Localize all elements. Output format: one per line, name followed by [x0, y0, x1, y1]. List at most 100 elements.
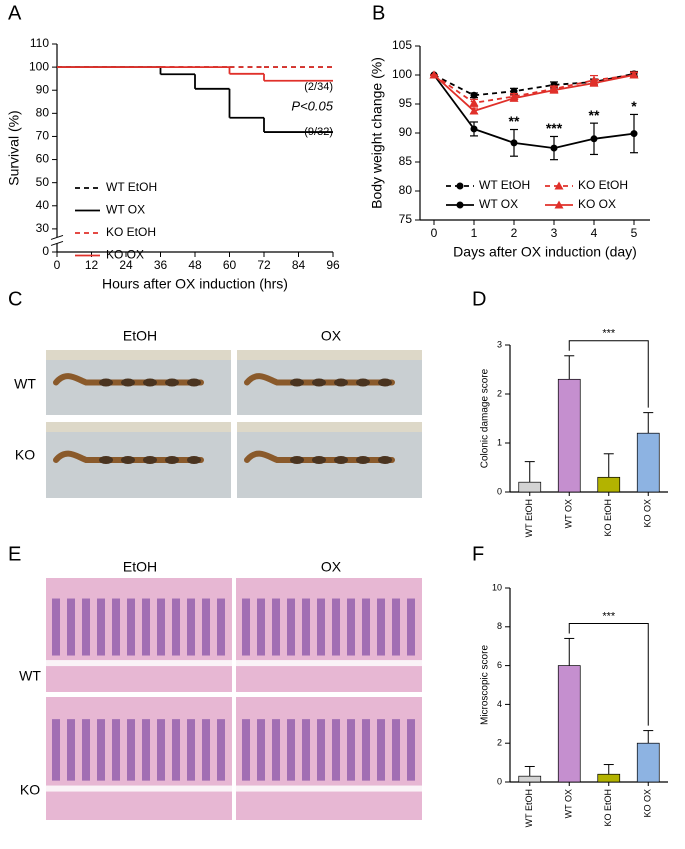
- photo-crypt: [272, 719, 280, 781]
- row-label: WT: [14, 376, 36, 392]
- photo-pellet: [121, 378, 135, 387]
- series-line: [433, 74, 635, 149]
- photo-crypt: [97, 598, 105, 656]
- photo-crypt: [112, 719, 120, 781]
- point: [550, 144, 558, 152]
- x-tick-label: KO OX: [643, 499, 653, 528]
- series-line: [433, 72, 635, 97]
- bar: [597, 773, 621, 783]
- photo-crypt: [97, 719, 105, 781]
- photo-crypt: [272, 598, 280, 656]
- photo: [236, 697, 422, 820]
- panel-letter: F: [472, 543, 484, 565]
- photo-pellet: [99, 378, 113, 387]
- photo: [236, 578, 422, 692]
- photo-crypt: [142, 598, 150, 656]
- legend-marker: [554, 181, 564, 190]
- row-label: WT: [19, 668, 41, 684]
- x-tick-label: 2: [511, 226, 518, 240]
- photo-crypt: [242, 598, 250, 656]
- legend-label: WT OX: [106, 203, 145, 217]
- axis-break: [51, 237, 63, 244]
- photo-pellet: [290, 378, 304, 387]
- photo-crypt: [202, 598, 210, 656]
- photo-crypt: [377, 719, 385, 781]
- panel-letter: A: [8, 2, 22, 24]
- column-label: EtOH: [123, 328, 157, 344]
- legend-marker: [554, 200, 564, 209]
- y-axis-label: Colonic damage score: [480, 368, 491, 468]
- y-axis-label: Survival (%): [6, 110, 22, 185]
- point: [629, 70, 639, 79]
- y-tick-label: 1: [497, 437, 502, 447]
- photo-pellet: [312, 378, 326, 387]
- x-tick-label: 72: [257, 258, 271, 272]
- y-tick-label: 0: [497, 776, 502, 786]
- photo-crypt: [287, 598, 295, 656]
- legend-marker: [456, 201, 464, 209]
- y-tick-label: 3: [497, 339, 502, 349]
- photo-crypt: [217, 598, 225, 656]
- point: [509, 93, 519, 102]
- x-tick-label: KO OX: [643, 789, 653, 818]
- y-tick-label: 80: [36, 106, 50, 120]
- x-tick-label: 4: [591, 226, 598, 240]
- photo-lumen: [236, 660, 422, 667]
- column-label: OX: [321, 328, 342, 344]
- y-tick-label: 4: [497, 699, 502, 709]
- photo-crypt: [302, 598, 310, 656]
- photo-colon: [244, 450, 395, 463]
- photo-pellet: [99, 456, 113, 464]
- y-tick-label: 90: [399, 125, 413, 139]
- photo-crypt: [392, 598, 400, 656]
- photo-lumen: [236, 785, 422, 792]
- y-tick-label: 95: [399, 96, 413, 110]
- significance-label: ***: [546, 120, 563, 136]
- point: [510, 139, 518, 147]
- photo-crypt: [287, 719, 295, 781]
- x-tick-label: KO EtOH: [603, 789, 613, 827]
- panel-letter: D: [472, 288, 486, 310]
- y-tick-label: 6: [497, 660, 502, 670]
- point: [429, 70, 439, 79]
- photo-lumen: [46, 785, 232, 792]
- x-tick-label: 0: [54, 258, 61, 272]
- y-tick-label: 50: [36, 175, 50, 189]
- panel-letter: E: [8, 543, 21, 565]
- series-line: [433, 74, 635, 112]
- point: [469, 106, 479, 115]
- photo-crypt: [317, 719, 325, 781]
- point: [549, 85, 559, 94]
- row-label: KO: [15, 447, 35, 463]
- x-tick-label: 0: [431, 226, 438, 240]
- point: [589, 78, 599, 87]
- photo-pellet: [290, 456, 304, 464]
- significance-label: ***: [602, 610, 616, 622]
- photo-pellet: [187, 378, 201, 387]
- photo-crypt: [407, 598, 415, 656]
- legend-label: KO EtOH: [578, 178, 628, 192]
- photo-pellet: [378, 456, 392, 464]
- photo-crypt: [187, 719, 195, 781]
- point: [470, 125, 478, 133]
- photo-crypt: [202, 719, 210, 781]
- x-tick-label: WT OX: [564, 789, 574, 818]
- photo-crypt: [112, 598, 120, 656]
- x-tick-label: 48: [188, 258, 202, 272]
- x-axis-label: Hours after OX induction (hrs): [102, 276, 288, 292]
- significance-label: ***: [602, 328, 616, 340]
- y-tick-label: 8: [497, 621, 502, 631]
- photo-crypt: [157, 598, 165, 656]
- photo-crypt: [172, 598, 180, 656]
- photo-crypt: [377, 598, 385, 656]
- bar: [636, 742, 660, 783]
- photo-ruler: [46, 350, 231, 360]
- y-tick-label: 105: [392, 38, 412, 52]
- x-tick-label: 5: [631, 226, 638, 240]
- photo-crypt: [347, 719, 355, 781]
- photo-crypt: [302, 719, 310, 781]
- y-tick-label: 90: [36, 82, 50, 96]
- y-tick-label: 0: [42, 244, 49, 258]
- photo-crypt: [217, 719, 225, 781]
- photo: [46, 697, 232, 820]
